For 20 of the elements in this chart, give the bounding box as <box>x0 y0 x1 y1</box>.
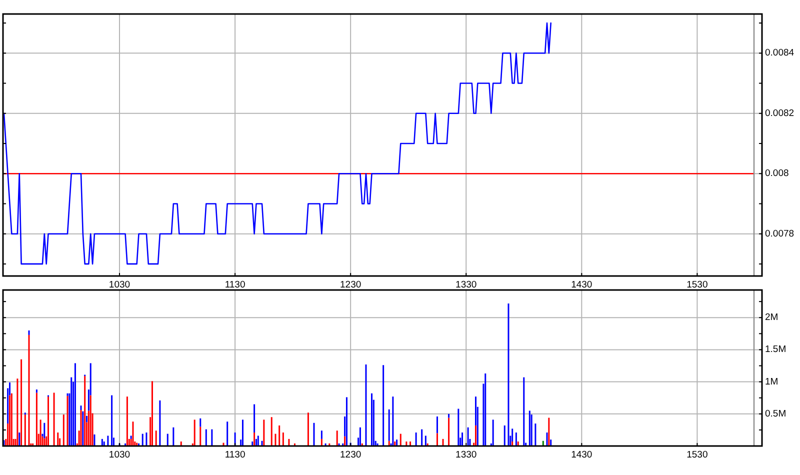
x-tick-label: 1530 <box>686 280 708 290</box>
x-tick-label: 1030 <box>108 280 130 290</box>
y-tick-label: 0.0082 <box>765 108 794 119</box>
x-tick-label: 1130 <box>224 450 246 460</box>
x-tick-label: 1430 <box>571 450 592 460</box>
y-tick-label: 1.5M <box>765 344 786 356</box>
y-tick-label: 0.5M <box>765 408 786 420</box>
x-tick-label: 1130 <box>224 280 246 290</box>
y-tick-label: 0.0084 <box>765 48 794 59</box>
x-tick-label: 1330 <box>456 450 477 460</box>
x-tick-label: 1230 <box>340 450 362 460</box>
x-tick-label: 1230 <box>340 280 362 290</box>
x-tick-label: 1330 <box>456 280 477 290</box>
x-tick-label: 1030 <box>108 450 130 460</box>
x-tick-label: 1430 <box>571 280 592 290</box>
y-tick-label: 2M <box>765 312 778 324</box>
y-tick-label: 0.008 <box>765 168 789 180</box>
y-tick-label: 0.0078 <box>765 228 794 240</box>
x-tick-label: 1530 <box>686 450 708 460</box>
y-tick-label: 1M <box>765 376 778 388</box>
